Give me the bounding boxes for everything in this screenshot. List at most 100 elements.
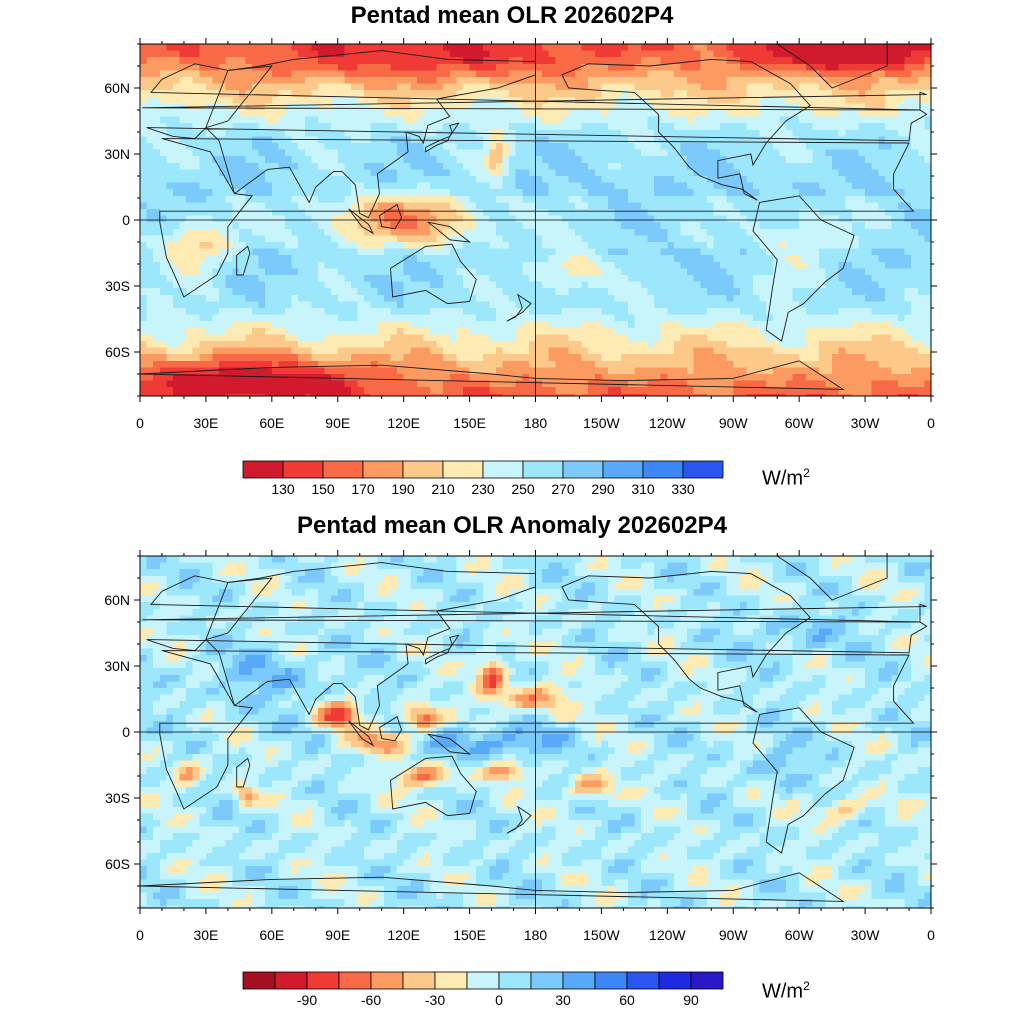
field-cell [370,143,378,151]
field-cell [594,63,603,71]
field-cell [331,90,339,98]
field-cell [430,116,438,124]
field-cell [278,222,286,230]
field-cell [647,301,655,309]
field-cell [515,83,523,91]
field-cell [238,248,247,256]
field-cell [746,156,754,164]
field-cell [805,83,813,91]
field-cell [238,222,247,230]
field-cell [410,281,418,289]
field-cell [812,255,820,263]
field-cell [640,83,649,91]
field-cell [205,50,214,58]
field-cell [238,116,247,124]
field-cell [785,96,794,104]
field-cell [647,215,655,223]
field-cell [192,70,200,78]
field-cell [634,110,642,118]
field-cell [337,57,345,65]
field-cell [759,275,767,283]
field-cell [205,162,214,170]
field-cell [298,294,306,302]
field-cell [924,77,931,85]
field-cell [265,288,273,296]
field-cell [575,136,583,144]
field-cell [805,90,813,98]
field-cell [357,288,365,296]
field-cell [739,83,748,91]
field-cell [232,228,240,236]
field-cell [285,288,293,296]
field-cell [621,110,629,118]
field-cell [575,116,583,124]
field-cell [370,162,378,170]
field-cell [278,169,286,177]
field-cell [186,162,194,170]
field-cell [489,77,497,85]
field-cell [851,77,860,85]
field-cell [851,209,860,217]
field-cell [232,248,240,256]
field-cell [832,143,840,151]
field-cell [456,189,464,197]
field-cell [271,202,280,210]
field-cell [423,261,431,269]
field-cell [851,288,860,296]
field-cell [298,235,306,243]
field-cell [759,169,767,177]
field-cell [917,294,926,302]
field-cell [509,222,517,230]
field-cell [713,222,721,230]
field-cell [449,228,457,236]
field-cell [238,90,247,98]
field-cell [430,70,438,78]
field-cell [753,116,761,124]
field-cell [370,182,378,190]
field-cell [397,63,405,71]
field-cell [179,162,187,170]
field-cell [192,50,200,58]
field-cell [258,70,266,78]
field-cell [647,77,655,85]
field-cell [186,268,194,276]
field-cell [851,275,860,283]
field-cell [357,294,365,302]
field-cell [469,156,477,164]
field-cell [614,294,622,302]
field-cell [370,248,378,256]
field-cell [667,156,675,164]
field-cell [225,182,233,190]
field-cell [753,70,761,78]
field-cell [654,57,662,65]
field-cell [469,176,477,184]
field-cell [258,116,266,124]
field-cell [443,314,451,322]
field-cell [818,57,827,65]
field-cell [805,222,813,230]
field-cell [766,116,774,124]
field-cell [489,70,497,78]
field-cell [509,288,517,296]
field-cell [423,129,431,137]
field-cell [509,156,517,164]
field-cell [443,189,451,197]
field-cell [357,70,365,78]
field-cell [884,110,893,118]
field-cell [726,136,734,144]
field-cell [766,90,774,98]
field-cell [654,195,662,203]
field-cell [219,70,227,78]
field-cell [601,156,609,164]
field-cell [673,149,682,157]
field-cell [245,103,253,111]
field-cell [502,202,510,210]
field-cell [430,96,438,104]
field-cell [726,294,734,302]
field-cell [634,156,642,164]
field-cell [871,103,879,111]
field-cell [627,235,635,243]
field-cell [542,261,550,269]
field-cell [252,77,260,85]
field-cell [397,103,405,111]
